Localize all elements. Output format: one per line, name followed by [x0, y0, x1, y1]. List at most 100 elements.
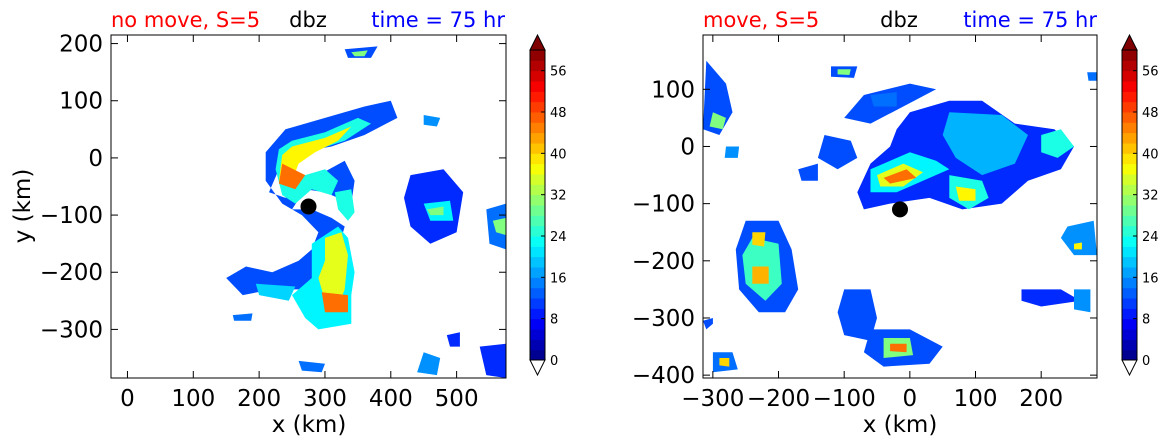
right-colorbar-level [1122, 298, 1137, 309]
left-x-axis-label: x (km) [272, 412, 347, 438]
right-reflectivity-region [1060, 220, 1097, 256]
right-x-tick-label: 0 [903, 386, 918, 412]
right-reflectivity-region [837, 69, 851, 75]
left-colorbar-level [530, 132, 545, 144]
left-plot-frame [110, 34, 507, 379]
right-colorbar-tick-label: 0 [1142, 354, 1150, 369]
left-colorbar-level [530, 277, 545, 289]
right-y-ticks: 100 0 −100 −200 −300 −400 [632, 77, 1097, 389]
left-colorbar-tick-label: 32 [550, 189, 567, 204]
left-x-tick-label: 500 [435, 386, 479, 412]
right-colorbar-tick-label: 56 [1142, 65, 1159, 80]
left-colorbar-tick-label: 8 [550, 313, 558, 328]
left-colorbar-level [530, 153, 545, 165]
left-colorbar-level [530, 225, 545, 237]
right-colorbar-extend-min [1121, 359, 1138, 377]
left-reflectivity-region [427, 206, 444, 216]
left-reflectivity-region [423, 115, 441, 127]
right-reflectivity-region [1021, 289, 1081, 307]
right-y-tick-label: 100 [651, 77, 695, 103]
right-colorbar-level [1122, 246, 1137, 258]
left-y-tick-label: 100 [59, 89, 103, 115]
right-reflectivity-region [752, 232, 766, 247]
left-x-tick-label: 400 [369, 386, 413, 412]
right-reflectivity-region [942, 112, 1028, 176]
right-reflectivity-region [709, 112, 726, 130]
right-colorbar-level [1122, 143, 1137, 154]
right-reflectivity-region [703, 60, 733, 136]
left-colorbar-tick-label: 0 [550, 354, 558, 369]
right-colorbar-level [1122, 349, 1137, 361]
right-reflectivity-region [955, 186, 976, 201]
right-colorbar-level [1122, 101, 1137, 113]
right-y-tick-label: −300 [632, 306, 695, 332]
right-y-tick-label: −200 [632, 249, 695, 275]
left-colorbar-extend-min [529, 359, 546, 377]
right-panel: move, S=5 dbz time = 75 hr −300 −200 −100 0… [632, 8, 1098, 438]
right-x-tick-label: 200 [1019, 386, 1063, 412]
right-colorbar-level [1122, 194, 1137, 206]
left-colorbar-level [530, 143, 545, 154]
left-reflectivity-region [446, 332, 460, 347]
left-colorbar-level [530, 246, 545, 258]
right-reflectivity-region [798, 163, 818, 181]
right-colorbar-tick-label: 32 [1142, 189, 1159, 204]
right-colorbar-level [1122, 339, 1137, 351]
right-colorbar-level [1122, 308, 1137, 320]
left-colorbar-level [530, 50, 545, 61]
right-colorbar-tick-label: 16 [1142, 271, 1159, 286]
right-colorbar-level [1122, 91, 1137, 103]
left-reflectivity-region [226, 100, 398, 296]
right-reflectivity-region [890, 343, 907, 353]
left-reflectivity-region [334, 189, 355, 221]
left-colorbar-level [530, 205, 545, 216]
right-x-ticks: −300 −200 −100 0 100 200 [681, 35, 1063, 412]
right-colorbar-extend-max [1121, 33, 1138, 51]
right-x-tick-label: 100 [954, 386, 998, 412]
right-colorbar-level [1122, 184, 1137, 196]
right-colorbar-tick-label: 40 [1142, 147, 1159, 162]
left-reflectivity-region [351, 50, 368, 57]
left-colorbar-tick-label: 56 [550, 65, 567, 80]
right-reflectivity-region [1087, 72, 1097, 81]
left-colorbar-level [530, 329, 545, 340]
right-reflectivity-region [817, 135, 858, 170]
left-reflectivity-region [417, 352, 441, 376]
right-reflectivity-region [703, 318, 713, 330]
left-colorbar-level [530, 308, 545, 320]
right-x-tick-label: −200 [747, 386, 810, 412]
right-colorbar-level [1122, 318, 1137, 330]
right-colorbar-level [1122, 277, 1137, 289]
right-reflectivity-region [719, 358, 730, 367]
left-colorbar-level [530, 236, 545, 247]
right-colorbar-level [1122, 122, 1137, 134]
left-colorbar-level [530, 256, 545, 268]
left-colorbar-level [530, 349, 545, 361]
right-y-tick-label: 0 [680, 134, 695, 160]
right-colorbar-level [1122, 215, 1137, 227]
left-colorbar-tick-label: 40 [550, 147, 567, 162]
left-x-tick-label: 300 [303, 386, 347, 412]
left-y-tick-label: −100 [40, 203, 103, 229]
left-colorbar-level [530, 81, 545, 92]
left-colorbar-level [530, 339, 545, 351]
left-plot-area [110, 34, 507, 379]
right-reflectivity-region [870, 92, 897, 107]
left-title-center: dbz [289, 8, 327, 32]
left-colorbar-level [530, 287, 545, 299]
right-colorbar-level [1122, 163, 1137, 175]
right-colorbar-level [1122, 205, 1137, 216]
right-colorbar-level [1122, 70, 1137, 82]
right-title-left: move, S=5 [703, 8, 819, 32]
left-x-ticks: 0 100 200 300 400 500 [120, 35, 479, 412]
left-y-tick-label: −300 [40, 317, 103, 343]
right-title-right: time = 75 hr [963, 8, 1097, 32]
right-colorbar-tick-label: 8 [1142, 313, 1150, 328]
right-colorbar-level [1122, 132, 1137, 144]
right-x-tick-label: −300 [681, 386, 744, 412]
left-reflectivity-region [492, 217, 506, 236]
left-colorbar-level [530, 70, 545, 82]
left-colorbar-level [530, 215, 545, 227]
left-reflectivity-region [232, 313, 253, 321]
